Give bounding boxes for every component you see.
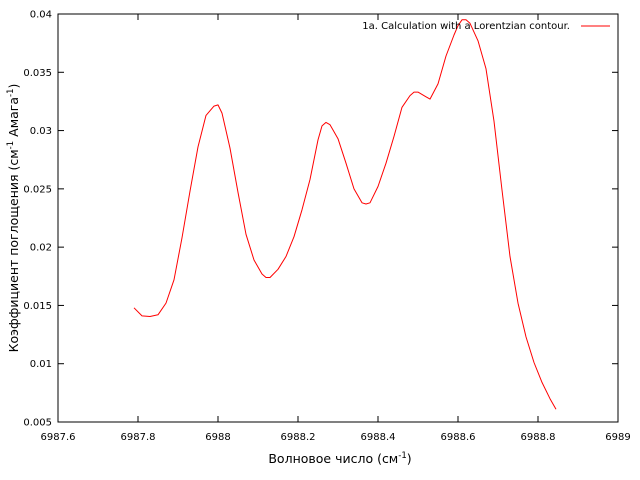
- x-tick-label: 6988: [205, 432, 230, 443]
- x-tick-label: 6988.2: [281, 432, 316, 443]
- x-tick-label: 6988.8: [521, 432, 556, 443]
- x-tick-label: 6987.8: [121, 432, 156, 443]
- y-tick-label: 0.035: [23, 68, 52, 79]
- x-axis-title: Волновое число (см-1): [268, 451, 411, 466]
- y-tick-label: 0.03: [30, 126, 52, 137]
- plot-border: [57, 13, 619, 423]
- legend: 1a. Calculation with a Lorentzian contou…: [362, 21, 610, 32]
- x-tick-label: 6989: [605, 432, 630, 443]
- y-tick-label: 0.01: [30, 359, 52, 370]
- x-tick-label: 6988.4: [361, 432, 396, 443]
- y-tick-label: 0.02: [30, 243, 52, 254]
- y-tick-label: 0.025: [23, 184, 52, 195]
- axis-ticks: 6987.6 6987.8 6988 6988.2 6988.4 6988.6 6988.8…: [23, 10, 630, 444]
- series-line: [133, 19, 557, 410]
- y-tick-label: 0.005: [23, 418, 52, 429]
- series-layer: [133, 19, 557, 410]
- x-tick-label: 6987.6: [41, 432, 76, 443]
- legend-label: 1a. Calculation with a Lorentzian contou…: [362, 21, 570, 32]
- y-tick-label: 0.04: [30, 10, 52, 21]
- y-axis-title: Коэффициент поглощения (см-1 Амага-1): [6, 84, 21, 353]
- y-tick-label: 0.015: [23, 301, 52, 312]
- x-tick-label: 6988.6: [441, 432, 476, 443]
